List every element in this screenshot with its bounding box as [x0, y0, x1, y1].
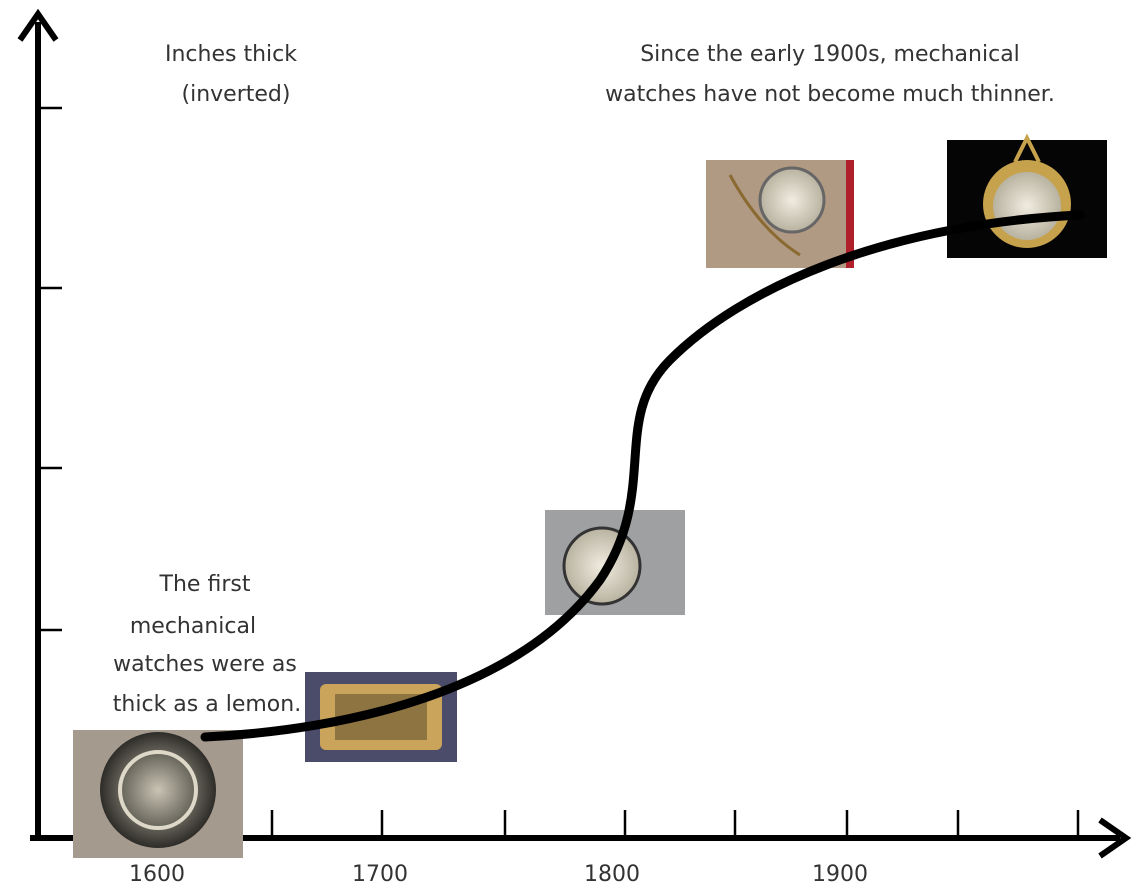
- watch-photo: [73, 730, 243, 858]
- diagram: Inches thick (inverted) Since the early …: [0, 0, 1134, 893]
- watch-photo: [947, 138, 1107, 258]
- annotation: The first: [159, 572, 251, 597]
- annotation: watches were as: [113, 652, 297, 677]
- x-tick-label: 1600: [129, 862, 185, 887]
- annotation: watches have not become much thinner.: [605, 82, 1055, 107]
- annotation: mechanical: [130, 614, 256, 639]
- x-tick-label: 1800: [584, 862, 640, 887]
- y-axis-label: (inverted): [182, 82, 291, 107]
- annotation: thick as a lemon.: [113, 692, 301, 717]
- y-axis-label: Inches thick: [165, 42, 297, 67]
- trend-curve: [205, 215, 1080, 737]
- annotation: Since the early 1900s, mechanical: [640, 42, 1020, 67]
- watch-photo: [706, 160, 854, 268]
- watch-photo: [305, 672, 457, 762]
- x-tick-label: 1900: [812, 862, 868, 887]
- x-tick-label: 1700: [352, 862, 408, 887]
